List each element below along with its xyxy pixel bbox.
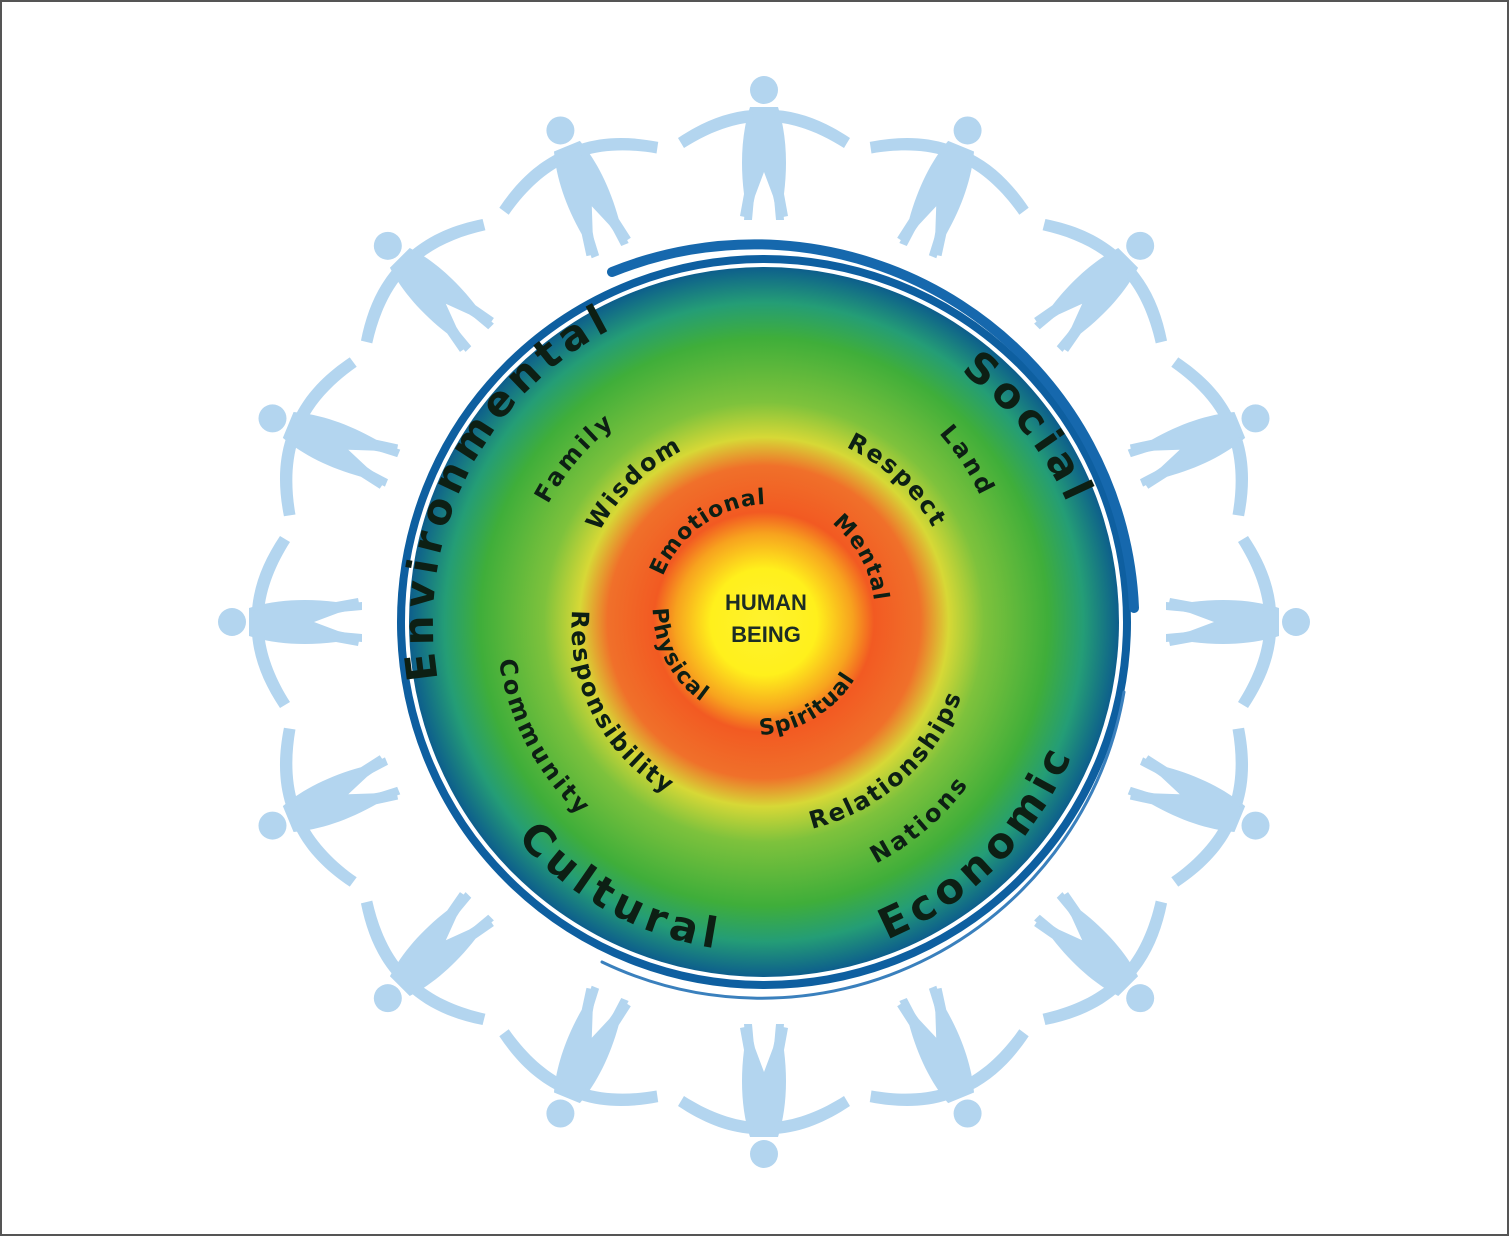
person-silhouette (838, 84, 1053, 284)
person-silhouette (1102, 333, 1302, 548)
center-label-line1: HUMAN (725, 590, 807, 615)
center-label: HUMAN BEING (725, 590, 807, 647)
person-silhouette (1102, 696, 1302, 911)
person-silhouette (226, 333, 426, 548)
center-label-line2: BEING (731, 622, 801, 647)
swirl-stroke-top (607, 239, 1139, 613)
person-silhouette (226, 696, 426, 911)
outer-ring-line (397, 255, 1131, 989)
person-silhouette (1166, 536, 1310, 708)
person-silhouette (838, 960, 1053, 1160)
person-silhouette (218, 536, 362, 708)
swirl-stroke-bottom (600, 690, 1126, 1000)
outer-swirl (397, 239, 1139, 1000)
person-silhouette (678, 1024, 850, 1168)
person-silhouette (678, 76, 850, 220)
person-silhouette (475, 960, 690, 1160)
wellness-disc (409, 267, 1119, 977)
